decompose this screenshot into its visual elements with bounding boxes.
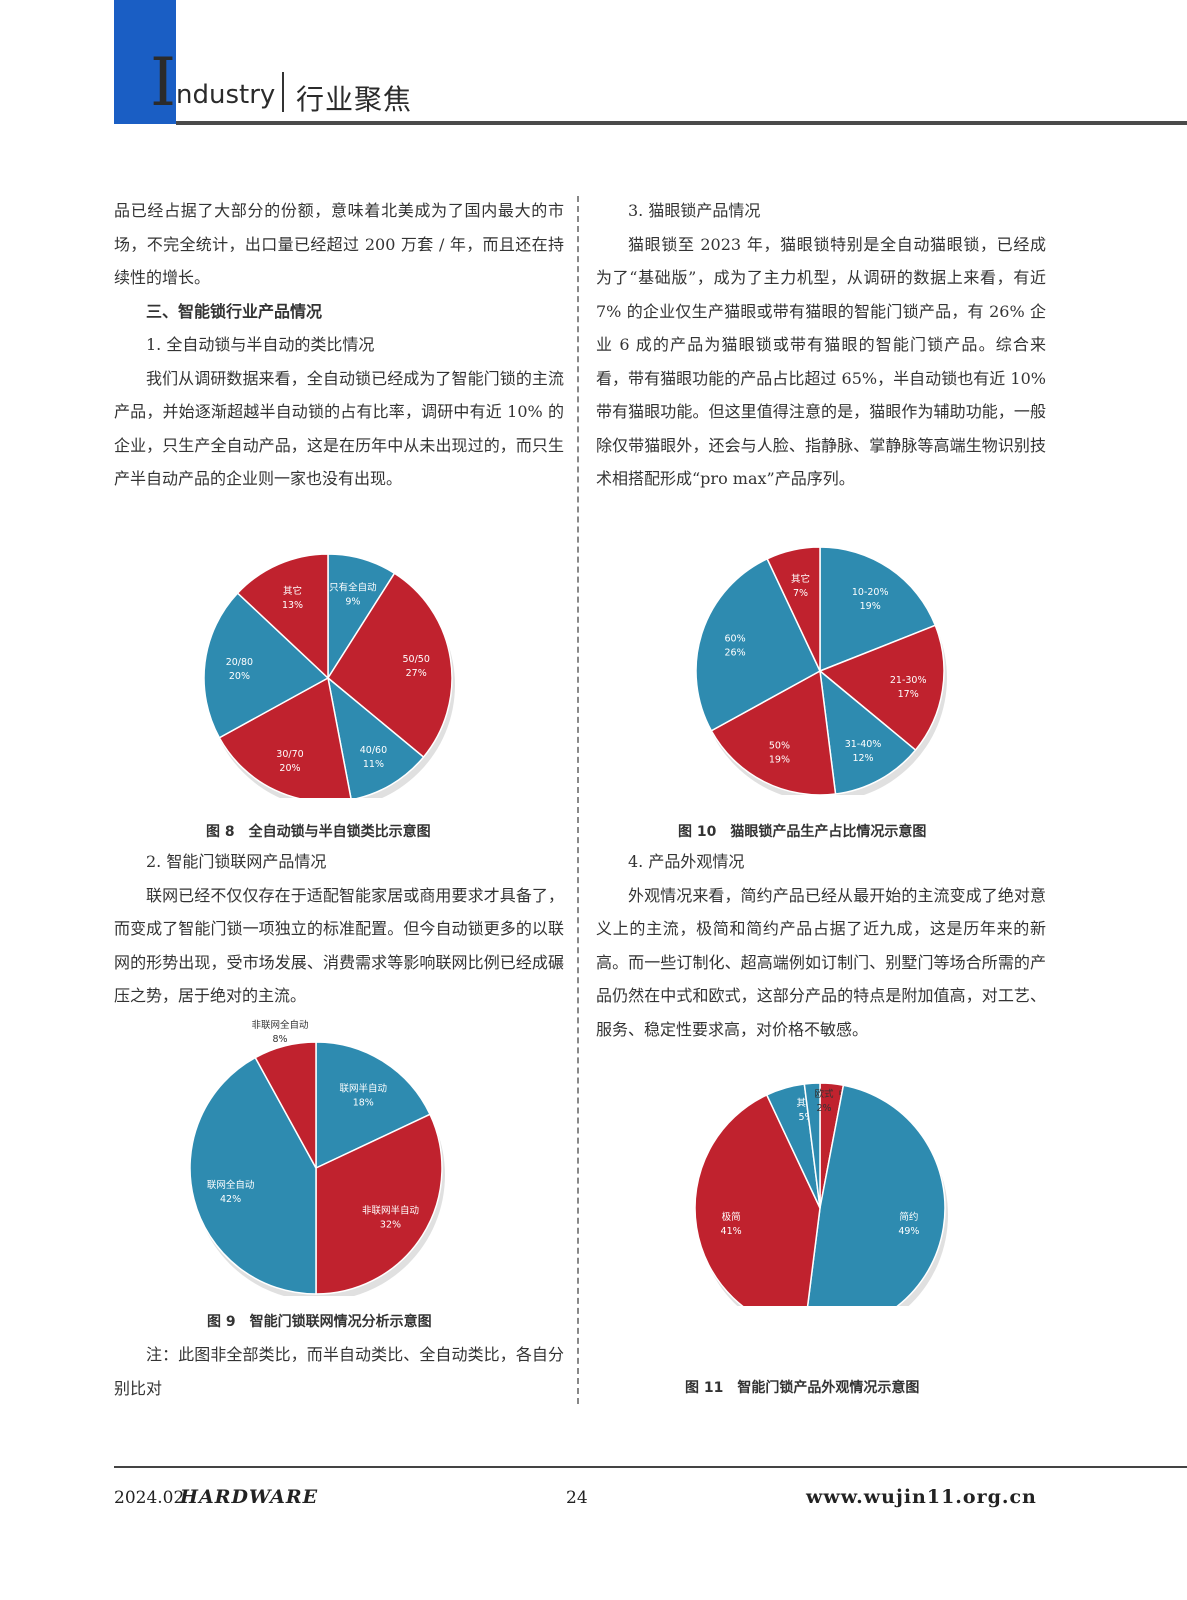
pie-slice-value: 18% — [353, 1098, 374, 1109]
figure-caption: 图 8 全自动锁与半自锁类比示意图 — [206, 824, 431, 840]
pie-slice-label: 非联网半自动 — [362, 1204, 419, 1216]
pie-slice-value: 26% — [725, 647, 746, 658]
pie-slice-label: 10-20% — [852, 587, 889, 598]
pie-slice-label: 联网全自动 — [207, 1179, 255, 1191]
pie-slice-value: 27% — [406, 668, 427, 679]
pie-slice-value: 7% — [793, 588, 808, 599]
pie-slice-label: 60% — [725, 633, 746, 644]
column-divider — [577, 196, 579, 1404]
pie-chart-fig8: 只有全自动 9% 50/50 27% 40/60 11% 30/70 20% 20/80 20% 其… — [203, 553, 455, 798]
pie-slice — [806, 1084, 946, 1306]
right-column-text: 3. 猫眼锁产品情况 猫眼锁至 2023 年，猫眼锁特别是全自动猫眼锁，已经成为… — [596, 194, 1046, 496]
right-column-text-2: 4. 产品外观情况 外观情况来看，简约产品已经从最开始的主流变成了绝对意义上的主… — [596, 845, 1046, 1046]
figure-caption: 图 11 智能门锁产品外观情况示意图 — [685, 1380, 920, 1396]
pie-slice-label: 30/70 — [276, 749, 303, 760]
pie-slice-label: 非联网全自动 — [251, 1019, 308, 1031]
pie-slice-label: 欧式 — [814, 1088, 834, 1100]
pie-slice — [326, 676, 425, 798]
pie-slice-value: 5% — [798, 1112, 813, 1123]
pie-slice — [819, 546, 937, 673]
header-initial: I — [150, 44, 177, 121]
footer-rule — [114, 1466, 1187, 1468]
left-column-text-2: 2. 智能门锁联网产品情况 联网已经不仅仅存在于适配智能家居或商用要求才具备了，… — [114, 845, 564, 1013]
pie-slice-label: 50% — [769, 741, 790, 752]
page-number: 24 — [566, 1488, 588, 1508]
pie-slice-label: 其它 — [791, 573, 810, 585]
footer-url[interactable]: www.wujin11.org.cn — [806, 1486, 1037, 1508]
header-color-block — [114, 0, 176, 124]
paragraph: 外观情况来看，简约产品已经从最开始的主流变成了绝对意义上的主流，极简和简约产品占… — [596, 885, 1046, 1039]
pie-slice-value: 41% — [721, 1226, 742, 1237]
footer-date: 2024.02 — [114, 1488, 185, 1508]
pie-slice-label: 联网半自动 — [340, 1083, 388, 1095]
subheading: 1. 全自动锁与半自动的类比情况 — [146, 335, 375, 354]
pie-slice — [710, 669, 837, 795]
pie-slice-value: 42% — [220, 1194, 241, 1205]
pie-slice — [254, 1041, 317, 1169]
header-rule — [176, 121, 1187, 125]
figure-caption: 图 9 智能门锁联网情况分析示意图 — [207, 1314, 432, 1330]
pie-slice — [218, 676, 352, 798]
pie-slice — [203, 592, 330, 739]
left-note: 注：此图非全部类比，而半自动类比、全自动类比，各自分别比对 — [114, 1338, 564, 1405]
paragraph: 猫眼锁至 2023 年，猫眼锁特别是全自动猫眼锁，已经成为了“基础版”，成为了主… — [596, 234, 1046, 489]
pie-slice-value: 12% — [852, 753, 873, 764]
footer-brand: HARDWARE — [180, 1486, 319, 1508]
pie-slice — [803, 1082, 821, 1209]
pie-slice-label: 其它 — [283, 585, 302, 597]
pie-slice-value: 2% — [816, 1103, 831, 1114]
pie-slice-value: 13% — [282, 600, 303, 611]
pie-slice-value: 11% — [363, 759, 384, 770]
pie-slice-label: 极简 — [722, 1211, 741, 1223]
pie-slice-value: 19% — [769, 755, 790, 766]
pie-slice-label: 50/50 — [402, 654, 429, 665]
pie-slice — [315, 1113, 443, 1295]
pie-slice-value: 9% — [345, 596, 360, 607]
left-column-text: 品已经占据了大部分的份额，意味着北美成为了国内最大的市场，不完全统计，出口量已经… — [114, 194, 564, 496]
pie-slice-label: 20/80 — [226, 657, 253, 668]
pie-slice — [694, 1093, 821, 1306]
header-title-cn: 行业聚焦 — [296, 83, 413, 116]
pie-slice-value: 32% — [380, 1219, 401, 1230]
pie-slice-value: 49% — [898, 1226, 919, 1237]
pie-slice — [315, 1041, 432, 1170]
header-title-en: ndustry — [176, 80, 276, 110]
figure-caption: 图 10 猫眼锁产品生产占比情况示意图 — [678, 824, 927, 840]
pie-slice-label: 21-30% — [890, 675, 927, 686]
paragraph: 我们从调研数据来看，全自动锁已经成为了智能门锁的主流产品，并始逐渐超越半自动锁的… — [114, 368, 564, 489]
pie-slice-label: 40/60 — [360, 745, 387, 756]
pie-chart-fig10: 10-20% 19% 21-30% 17% 31-40% 12% 50% 19% 60% 26% 其… — [695, 546, 947, 795]
pie-slice-value: 17% — [898, 689, 919, 700]
pie-slice — [327, 572, 453, 759]
subheading: 3. 猫眼锁产品情况 — [628, 201, 761, 220]
paragraph: 联网已经不仅仅存在于适配智能家居或商用要求才具备了，而变成了智能门锁一项独立的标… — [114, 885, 564, 1006]
section-heading: 三、智能锁行业产品情况 — [146, 301, 323, 321]
note: 注：此图非全部类比，而半自动类比、全自动类比，各自分别比对 — [114, 1345, 564, 1398]
pie-slice — [819, 669, 917, 795]
pie-slice-value: 20% — [229, 671, 250, 682]
pie-slice-value: 19% — [860, 601, 881, 612]
pie-slice-label: 31-40% — [845, 739, 882, 750]
pie-slice-value: 8% — [272, 1034, 287, 1045]
subheading: 4. 产品外观情况 — [628, 852, 745, 871]
header-separator — [282, 72, 284, 112]
subheading: 2. 智能门锁联网产品情况 — [146, 852, 327, 871]
pie-slice-label: 只有全自动 — [329, 581, 377, 593]
pie-slice — [695, 557, 821, 732]
pie-slice-value: 20% — [279, 763, 300, 774]
pie-slice — [236, 553, 329, 680]
pie-slice — [818, 624, 945, 752]
paragraph: 品已经占据了大部分的份额，意味着北美成为了国内最大的市场，不完全统计，出口量已经… — [114, 201, 564, 287]
pie-slice-label: 简约 — [899, 1211, 918, 1223]
pie-slice — [189, 1056, 317, 1295]
pie-slice — [766, 546, 821, 672]
pie-chart-fig9: 联网半自动 18% 非联网半自动 32% 联网全自动 42% 非联网全自动 8% — [189, 1019, 445, 1296]
